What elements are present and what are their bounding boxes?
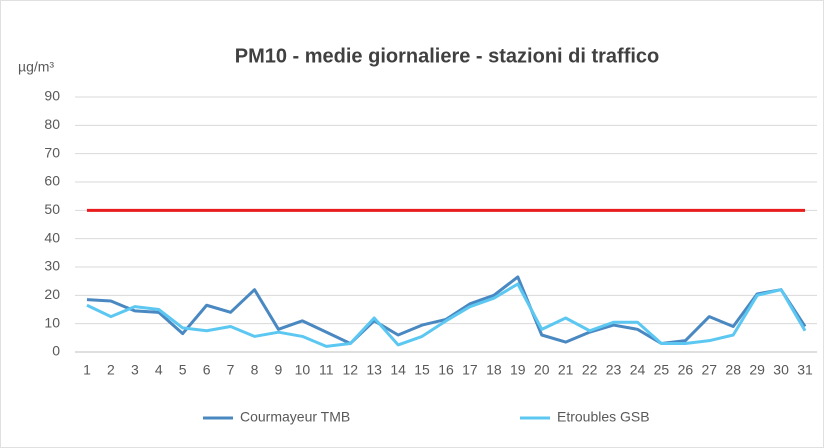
x-tick-label: 2 [107, 362, 115, 378]
y-tick-label: 60 [44, 173, 60, 189]
x-tick-label: 19 [510, 362, 526, 378]
series-line [86, 282, 807, 348]
x-tick-label: 27 [702, 362, 718, 378]
y-tick-label: 40 [44, 229, 60, 245]
x-tick-label: 29 [749, 362, 765, 378]
x-tick-label: 30 [773, 362, 789, 378]
x-tick-label: 22 [582, 362, 598, 378]
x-tick-label: 7 [227, 362, 235, 378]
x-tick-label: 25 [654, 362, 670, 378]
y-tick-label: 10 [44, 314, 60, 330]
x-tick-label: 11 [319, 362, 334, 378]
x-tick-label: 13 [366, 362, 382, 378]
x-tick-label: 9 [275, 362, 283, 378]
y-tick-label: 80 [44, 116, 60, 132]
x-tick-label: 31 [797, 362, 813, 378]
x-tick-label: 17 [462, 362, 478, 378]
chart-title: PM10 - medie giornaliere - stazioni di t… [235, 45, 660, 67]
x-tick-label: 16 [438, 362, 454, 378]
x-tick-label: 5 [179, 362, 187, 378]
x-tick-label: 23 [606, 362, 622, 378]
x-tick-label: 14 [390, 362, 406, 378]
x-tick-label: 6 [203, 362, 211, 378]
y-tick-label: 0 [52, 343, 60, 359]
x-tick-label: 28 [725, 362, 741, 378]
x-tick-label: 4 [155, 362, 163, 378]
y-tick-label: 70 [44, 144, 60, 160]
x-tick-label: 24 [630, 362, 646, 378]
y-tick-label: 30 [44, 258, 60, 274]
y-tick-label: 50 [44, 201, 60, 217]
x-tick-label: 8 [251, 362, 259, 378]
x-tick-label: 10 [295, 362, 311, 378]
x-tick-label: 3 [131, 362, 139, 378]
y-tick-label: 90 [44, 88, 60, 104]
legend-label: Etroubles GSB [557, 409, 650, 425]
legend-label: Courmayeur TMB [240, 409, 350, 425]
x-tick-label: 18 [486, 362, 502, 378]
x-tick-label: 12 [342, 362, 358, 378]
y-axis-label: µg/m³ [18, 59, 54, 75]
x-tick-label: 15 [414, 362, 430, 378]
x-tick-label: 26 [678, 362, 694, 378]
y-tick-label: 20 [44, 286, 60, 302]
x-tick-label: 20 [534, 362, 550, 378]
x-tick-label: 21 [558, 362, 574, 378]
x-tick-label: 1 [83, 362, 91, 378]
